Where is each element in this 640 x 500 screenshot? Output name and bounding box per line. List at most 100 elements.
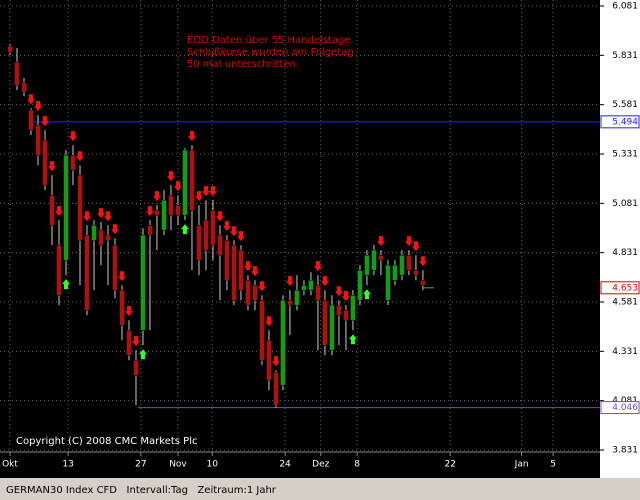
candle-body — [217, 234, 223, 256]
y-tick-label: 4.331 — [612, 347, 638, 357]
candle-body — [105, 234, 111, 241]
candle-body — [133, 359, 139, 376]
x-tick-label: Jan — [514, 460, 529, 470]
candle-body — [168, 194, 174, 216]
candle-body — [21, 81, 27, 93]
down-arrow — [313, 261, 322, 272]
candle-body — [294, 289, 300, 306]
candle-body — [413, 269, 419, 276]
up-arrow — [180, 224, 189, 235]
candle-body — [245, 280, 251, 306]
level-label: 5.494 — [612, 117, 638, 127]
down-arrow — [117, 271, 126, 282]
y-tick-label: 6.081 — [612, 2, 638, 12]
candle-body — [336, 304, 342, 316]
candle-body — [147, 224, 153, 236]
down-arrow — [229, 226, 238, 237]
candle-body — [266, 340, 272, 381]
annotation: 50 mal unterschritten. — [187, 59, 299, 70]
down-arrow — [250, 266, 259, 277]
x-tick-label: Dez — [312, 460, 329, 470]
down-arrow — [418, 256, 427, 267]
down-arrow — [320, 276, 329, 287]
candle-body — [420, 280, 426, 286]
down-arrow — [110, 224, 119, 235]
y-tick-label: 5.331 — [612, 150, 638, 160]
y-tick-label: 5.831 — [612, 51, 638, 61]
down-arrow — [215, 211, 224, 222]
plot-background — [0, 0, 600, 478]
candle-body — [364, 254, 370, 276]
down-arrow — [54, 206, 63, 217]
candle-body — [112, 244, 118, 291]
candle-body — [84, 234, 90, 311]
candle-body — [252, 284, 258, 301]
candle-body — [287, 299, 293, 306]
down-arrow — [131, 336, 140, 347]
x-tick-label: Nov — [169, 460, 187, 470]
up-arrow — [61, 279, 70, 290]
candle-body — [35, 124, 41, 156]
candle-body — [231, 244, 237, 301]
x-tick-label: 22 — [445, 460, 456, 470]
candle-body — [322, 299, 328, 346]
candle-body — [42, 139, 48, 186]
x-tick-label: 27 — [135, 460, 146, 470]
candle-body — [343, 310, 349, 321]
candle-body — [70, 154, 76, 171]
candle-body — [210, 209, 216, 246]
down-arrow — [243, 261, 252, 272]
down-arrow — [201, 186, 210, 197]
candle-body — [238, 249, 244, 291]
down-arrow — [68, 131, 77, 142]
candle-body — [14, 61, 20, 86]
candle-body — [203, 219, 209, 251]
down-arrow — [145, 206, 154, 217]
candle-body — [371, 249, 377, 271]
candle-body — [63, 154, 69, 261]
down-arrow — [48, 161, 57, 172]
candle-body — [378, 254, 384, 261]
candle-body — [406, 254, 412, 271]
candle-body — [77, 174, 83, 241]
footer-bar — [0, 478, 640, 500]
x-tick-label: 5 — [550, 460, 556, 470]
x-tick-label: Okt — [2, 460, 18, 470]
candle-body — [392, 264, 398, 281]
down-arrow — [341, 291, 350, 302]
down-arrow — [82, 211, 91, 222]
down-arrow — [173, 181, 182, 192]
candle-body — [126, 329, 132, 356]
down-arrow — [103, 211, 112, 222]
candle-body — [315, 284, 321, 301]
up-arrow — [362, 289, 371, 300]
candle-body — [98, 229, 104, 246]
down-arrow — [41, 116, 50, 127]
candle-body — [189, 149, 195, 211]
up-arrow — [138, 349, 147, 360]
x-tick-label: 24 — [279, 460, 291, 470]
level-label-box — [600, 115, 640, 129]
down-arrow — [271, 356, 280, 367]
x-tick-label: 8 — [354, 460, 360, 470]
candle-body — [224, 239, 230, 281]
down-arrow — [96, 208, 105, 219]
down-arrow — [152, 191, 161, 202]
level-label-box — [600, 401, 640, 415]
candle-body — [399, 254, 405, 276]
candle-body — [91, 224, 97, 241]
down-arrow — [194, 191, 203, 202]
y-tick-label: 5.581 — [612, 100, 638, 110]
down-arrow — [376, 236, 385, 247]
y-tick-label: 4.831 — [612, 248, 638, 258]
up-arrow — [348, 334, 357, 345]
last-price-label: 4.653 — [612, 283, 638, 293]
candle-body — [196, 224, 202, 261]
down-arrow — [187, 131, 196, 142]
down-arrow — [124, 306, 133, 317]
candle-body — [175, 204, 181, 216]
down-arrow — [34, 101, 43, 112]
candle-body — [49, 194, 55, 226]
candle-body — [329, 304, 335, 351]
